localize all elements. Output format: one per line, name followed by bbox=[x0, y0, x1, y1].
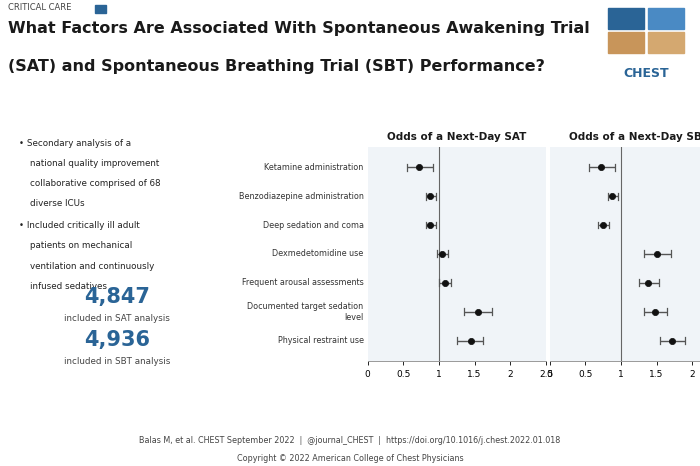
Text: diverse ICUs: diverse ICUs bbox=[31, 199, 85, 208]
Text: Frequent arousal assessments: Frequent arousal assessments bbox=[241, 279, 363, 288]
Text: RESULTS: RESULTS bbox=[442, 113, 493, 123]
Text: Copyright © 2022 American College of Chest Physicians: Copyright © 2022 American College of Che… bbox=[237, 453, 463, 463]
Bar bbox=[608, 8, 644, 29]
Bar bbox=[648, 32, 683, 54]
Text: included in SAT analysis: included in SAT analysis bbox=[64, 314, 170, 323]
Text: infused sedatives: infused sedatives bbox=[31, 282, 108, 291]
Text: • Secondary analysis of a: • Secondary analysis of a bbox=[19, 138, 131, 148]
Text: patients on mechanical: patients on mechanical bbox=[31, 241, 133, 251]
Text: What Factors Are Associated With Spontaneous Awakening Trial: What Factors Are Associated With Spontan… bbox=[8, 21, 590, 36]
Text: ventilation and continuously: ventilation and continuously bbox=[31, 261, 155, 271]
Bar bbox=[608, 32, 644, 54]
Text: national quality improvement: national quality improvement bbox=[31, 158, 160, 168]
Text: included in SBT analysis: included in SBT analysis bbox=[64, 356, 170, 365]
Text: There are several modifiable factors associated with SAT and SBT performance tha: There are several modifiable factors ass… bbox=[75, 385, 625, 395]
Bar bbox=[648, 8, 683, 29]
Text: CRITICAL CARE: CRITICAL CARE bbox=[8, 3, 72, 12]
Text: 4,936: 4,936 bbox=[84, 330, 150, 350]
Title: Odds of a Next-Day SBT: Odds of a Next-Day SBT bbox=[568, 132, 700, 142]
Text: CHEST: CHEST bbox=[623, 67, 668, 80]
Text: • Included critically ill adult: • Included critically ill adult bbox=[19, 221, 139, 230]
Text: Ketamine administration: Ketamine administration bbox=[265, 163, 363, 171]
Title: Odds of a Next-Day SAT: Odds of a Next-Day SAT bbox=[387, 132, 526, 142]
Text: Dexmedetomidine use: Dexmedetomidine use bbox=[272, 249, 363, 259]
Text: Benzodiazepine administration: Benzodiazepine administration bbox=[239, 192, 363, 200]
Text: Balas M, et al. CHEST September 2022  |  @journal_CHEST  |  https://doi.org/10.1: Balas M, et al. CHEST September 2022 | @… bbox=[139, 436, 561, 445]
Bar bbox=[94, 5, 106, 13]
Text: STUDY DESIGN: STUDY DESIGN bbox=[74, 113, 160, 123]
Text: collaborative comprised of 68: collaborative comprised of 68 bbox=[31, 179, 161, 188]
Text: Deep sedation and coma: Deep sedation and coma bbox=[262, 220, 363, 229]
Text: 4,847: 4,847 bbox=[84, 287, 150, 307]
Text: amenable to the development and testing of implementation interventions.: amenable to the development and testing … bbox=[113, 405, 587, 415]
Text: Physical restraint use: Physical restraint use bbox=[277, 336, 363, 345]
Text: (SAT) and Spontaneous Breathing Trial (SBT) Performance?: (SAT) and Spontaneous Breathing Trial (S… bbox=[8, 59, 545, 74]
Text: Documented target sedation
level: Documented target sedation level bbox=[247, 302, 363, 322]
